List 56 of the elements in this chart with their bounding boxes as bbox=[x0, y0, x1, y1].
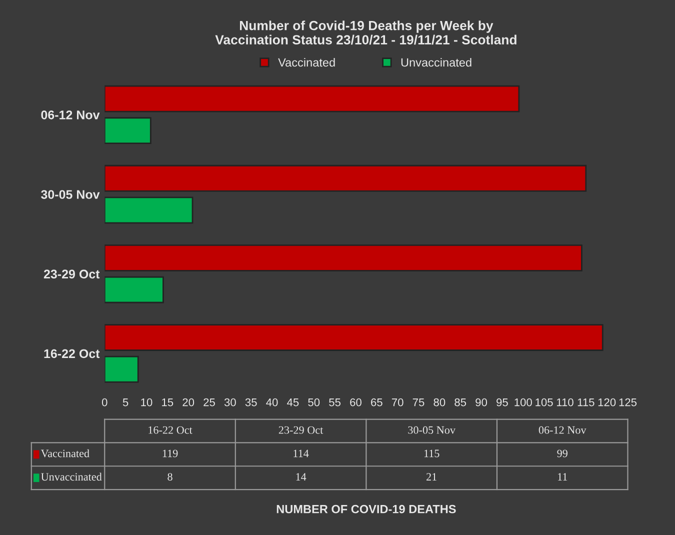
x-tick-label: 115 bbox=[578, 398, 594, 406]
data-label: 99 bbox=[557, 450, 568, 458]
chart-title: Number of Covid-19 Deaths per Week by Vaccination Status 23/10/21 - 19/11/21 - Scotland bbox=[215, 20, 516, 45]
data-label: 115 bbox=[424, 450, 440, 458]
x-tick-label: 95 bbox=[496, 398, 508, 406]
bar bbox=[104, 164, 587, 192]
x-tick-label: 105 bbox=[536, 398, 553, 406]
bar bbox=[104, 276, 164, 304]
x-tick-label: 40 bbox=[266, 398, 278, 406]
category-label: 06-12 Nov bbox=[538, 426, 586, 434]
y-tick-label: 06-12 Nov bbox=[41, 110, 100, 120]
x-tick-label: 30 bbox=[224, 398, 236, 406]
bar bbox=[104, 324, 604, 351]
x-tick-label: 50 bbox=[308, 398, 320, 406]
legend-label: Vaccinated bbox=[40, 449, 90, 458]
data-label: 119 bbox=[162, 450, 178, 458]
x-tick-label: 55 bbox=[329, 398, 341, 406]
x-tick-label: 45 bbox=[287, 398, 299, 406]
category-label: 16-22 Oct bbox=[148, 426, 192, 434]
data-label: 14 bbox=[296, 473, 306, 480]
bar bbox=[104, 117, 152, 144]
x-tick-label: 20 bbox=[182, 398, 194, 406]
x-tick-label: 5 bbox=[122, 398, 128, 406]
category-label: 30-05 Nov bbox=[408, 426, 456, 434]
bar bbox=[104, 85, 520, 112]
x-tick-label: 35 bbox=[245, 398, 257, 406]
data-label: 8 bbox=[168, 473, 172, 481]
bar bbox=[104, 196, 194, 224]
x-tick-label: 85 bbox=[454, 398, 466, 406]
category-label: 23-29 Oct bbox=[278, 426, 324, 434]
bar bbox=[104, 356, 139, 383]
x-tick-label: 10 bbox=[141, 398, 152, 406]
y-tick-label: 30-05 Nov bbox=[41, 190, 100, 199]
legend-label: Unvaccinated bbox=[401, 58, 472, 67]
x-tick-label: 100 bbox=[514, 398, 532, 406]
x-tick-label: 125 bbox=[619, 398, 637, 406]
y-tick-label: 23-29 Oct bbox=[44, 270, 100, 279]
text: NUMBER OF COVID-19 DEATHS bbox=[276, 504, 456, 514]
data-label: 114 bbox=[294, 450, 309, 458]
data-label: 11 bbox=[558, 473, 568, 480]
x-tick-label: 70 bbox=[392, 398, 404, 406]
x-tick-label: 0 bbox=[102, 398, 108, 406]
x-tick-label: 110 bbox=[556, 398, 574, 406]
x-tick-label: 80 bbox=[434, 398, 446, 406]
x-tick-label: 65 bbox=[371, 398, 382, 406]
bar bbox=[104, 244, 582, 272]
x-tick-label: 60 bbox=[350, 398, 362, 406]
x-tick-label: 15 bbox=[162, 398, 174, 406]
x-tick-label: 25 bbox=[204, 398, 215, 406]
legend-label: Unvaccinated bbox=[41, 472, 102, 481]
data-label: 21 bbox=[426, 473, 436, 480]
y-tick-label: 16-22 Oct bbox=[44, 349, 100, 358]
legend-label: Vaccinated bbox=[278, 58, 335, 67]
x-tick-label: 75 bbox=[412, 398, 424, 406]
x-tick-label: 120 bbox=[598, 398, 616, 406]
x-tick-label: 90 bbox=[476, 398, 488, 406]
